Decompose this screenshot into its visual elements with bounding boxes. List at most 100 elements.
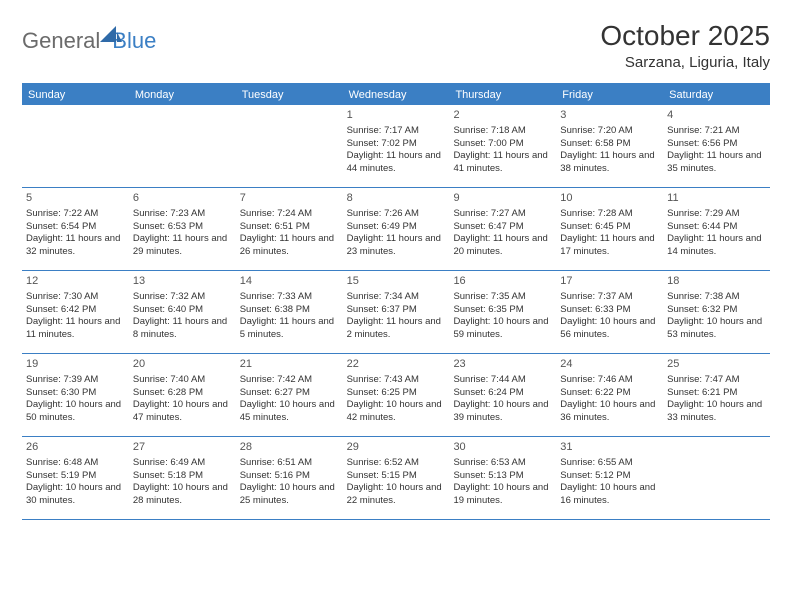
week-row: 5Sunrise: 7:22 AMSunset: 6:54 PMDaylight…	[22, 188, 770, 271]
day-number: 12	[26, 274, 125, 289]
sunset-text: Sunset: 6:47 PM	[453, 221, 552, 234]
day-number: 16	[453, 274, 552, 289]
dow-saturday: Saturday	[663, 85, 770, 105]
day-number: 19	[26, 357, 125, 372]
day-number: 28	[240, 440, 339, 455]
sunrise-text: Sunrise: 7:27 AM	[453, 208, 552, 221]
sunrise-text: Sunrise: 7:20 AM	[560, 125, 659, 138]
sunrise-text: Sunrise: 7:17 AM	[347, 125, 446, 138]
day-cell: 25Sunrise: 7:47 AMSunset: 6:21 PMDayligh…	[663, 354, 770, 436]
day-number: 5	[26, 191, 125, 206]
sunset-text: Sunset: 6:49 PM	[347, 221, 446, 234]
sunset-text: Sunset: 5:12 PM	[560, 470, 659, 483]
sunrise-text: Sunrise: 7:33 AM	[240, 291, 339, 304]
day-number: 8	[347, 191, 446, 206]
day-cell: 8Sunrise: 7:26 AMSunset: 6:49 PMDaylight…	[343, 188, 450, 270]
week-row: 19Sunrise: 7:39 AMSunset: 6:30 PMDayligh…	[22, 354, 770, 437]
sunrise-text: Sunrise: 7:40 AM	[133, 374, 232, 387]
day-cell: 4Sunrise: 7:21 AMSunset: 6:56 PMDaylight…	[663, 105, 770, 187]
day-cell	[236, 105, 343, 187]
sunset-text: Sunset: 6:28 PM	[133, 387, 232, 400]
sunrise-text: Sunrise: 7:21 AM	[667, 125, 766, 138]
day-number: 7	[240, 191, 339, 206]
calendar: Sunday Monday Tuesday Wednesday Thursday…	[22, 83, 770, 520]
sunset-text: Sunset: 6:58 PM	[560, 138, 659, 151]
sunrise-text: Sunrise: 7:37 AM	[560, 291, 659, 304]
sunset-text: Sunset: 6:45 PM	[560, 221, 659, 234]
sunset-text: Sunset: 5:19 PM	[26, 470, 125, 483]
dow-friday: Friday	[556, 85, 663, 105]
daylight-text: Daylight: 11 hours and 26 minutes.	[240, 233, 339, 259]
logo-sail-icon	[100, 26, 122, 44]
sunrise-text: Sunrise: 7:24 AM	[240, 208, 339, 221]
day-cell	[22, 105, 129, 187]
day-number: 13	[133, 274, 232, 289]
sunset-text: Sunset: 6:32 PM	[667, 304, 766, 317]
sunset-text: Sunset: 6:51 PM	[240, 221, 339, 234]
sunrise-text: Sunrise: 6:53 AM	[453, 457, 552, 470]
daylight-text: Daylight: 10 hours and 22 minutes.	[347, 482, 446, 508]
daylight-text: Daylight: 10 hours and 16 minutes.	[560, 482, 659, 508]
week-row: 26Sunrise: 6:48 AMSunset: 5:19 PMDayligh…	[22, 437, 770, 520]
daylight-text: Daylight: 10 hours and 33 minutes.	[667, 399, 766, 425]
location-text: Sarzana, Liguria, Italy	[600, 54, 770, 71]
day-number: 11	[667, 191, 766, 206]
day-number: 23	[453, 357, 552, 372]
sunset-text: Sunset: 7:02 PM	[347, 138, 446, 151]
day-cell: 3Sunrise: 7:20 AMSunset: 6:58 PMDaylight…	[556, 105, 663, 187]
day-number: 17	[560, 274, 659, 289]
day-number: 25	[667, 357, 766, 372]
day-number: 9	[453, 191, 552, 206]
daylight-text: Daylight: 10 hours and 50 minutes.	[26, 399, 125, 425]
daylight-text: Daylight: 10 hours and 56 minutes.	[560, 316, 659, 342]
day-cell: 21Sunrise: 7:42 AMSunset: 6:27 PMDayligh…	[236, 354, 343, 436]
sunset-text: Sunset: 5:13 PM	[453, 470, 552, 483]
day-cell: 6Sunrise: 7:23 AMSunset: 6:53 PMDaylight…	[129, 188, 236, 270]
sunset-text: Sunset: 6:25 PM	[347, 387, 446, 400]
sunset-text: Sunset: 5:15 PM	[347, 470, 446, 483]
sunset-text: Sunset: 6:33 PM	[560, 304, 659, 317]
daylight-text: Daylight: 11 hours and 29 minutes.	[133, 233, 232, 259]
daylight-text: Daylight: 10 hours and 19 minutes.	[453, 482, 552, 508]
daylight-text: Daylight: 11 hours and 44 minutes.	[347, 150, 446, 176]
day-number: 24	[560, 357, 659, 372]
day-cell: 11Sunrise: 7:29 AMSunset: 6:44 PMDayligh…	[663, 188, 770, 270]
sunset-text: Sunset: 6:56 PM	[667, 138, 766, 151]
sunrise-text: Sunrise: 7:35 AM	[453, 291, 552, 304]
sunrise-text: Sunrise: 6:49 AM	[133, 457, 232, 470]
daylight-text: Daylight: 10 hours and 45 minutes.	[240, 399, 339, 425]
day-number: 15	[347, 274, 446, 289]
daylight-text: Daylight: 10 hours and 36 minutes.	[560, 399, 659, 425]
day-cell	[129, 105, 236, 187]
sunset-text: Sunset: 6:21 PM	[667, 387, 766, 400]
daylight-text: Daylight: 11 hours and 17 minutes.	[560, 233, 659, 259]
day-number: 20	[133, 357, 232, 372]
dow-tuesday: Tuesday	[236, 85, 343, 105]
week-row: 12Sunrise: 7:30 AMSunset: 6:42 PMDayligh…	[22, 271, 770, 354]
day-cell: 12Sunrise: 7:30 AMSunset: 6:42 PMDayligh…	[22, 271, 129, 353]
daylight-text: Daylight: 11 hours and 23 minutes.	[347, 233, 446, 259]
daylight-text: Daylight: 11 hours and 2 minutes.	[347, 316, 446, 342]
sunrise-text: Sunrise: 7:46 AM	[560, 374, 659, 387]
day-number: 21	[240, 357, 339, 372]
daylight-text: Daylight: 10 hours and 42 minutes.	[347, 399, 446, 425]
sunset-text: Sunset: 6:44 PM	[667, 221, 766, 234]
day-cell: 14Sunrise: 7:33 AMSunset: 6:38 PMDayligh…	[236, 271, 343, 353]
day-cell: 26Sunrise: 6:48 AMSunset: 5:19 PMDayligh…	[22, 437, 129, 519]
sunset-text: Sunset: 6:38 PM	[240, 304, 339, 317]
day-cell: 16Sunrise: 7:35 AMSunset: 6:35 PMDayligh…	[449, 271, 556, 353]
sunset-text: Sunset: 6:30 PM	[26, 387, 125, 400]
day-cell: 18Sunrise: 7:38 AMSunset: 6:32 PMDayligh…	[663, 271, 770, 353]
day-number: 18	[667, 274, 766, 289]
title-block: October 2025 Sarzana, Liguria, Italy	[600, 20, 770, 71]
sunrise-text: Sunrise: 7:23 AM	[133, 208, 232, 221]
daylight-text: Daylight: 11 hours and 8 minutes.	[133, 316, 232, 342]
sunrise-text: Sunrise: 7:34 AM	[347, 291, 446, 304]
daylight-text: Daylight: 11 hours and 14 minutes.	[667, 233, 766, 259]
day-cell: 27Sunrise: 6:49 AMSunset: 5:18 PMDayligh…	[129, 437, 236, 519]
dow-thursday: Thursday	[449, 85, 556, 105]
day-number: 6	[133, 191, 232, 206]
day-number: 1	[347, 108, 446, 123]
sunset-text: Sunset: 5:16 PM	[240, 470, 339, 483]
sunrise-text: Sunrise: 7:28 AM	[560, 208, 659, 221]
